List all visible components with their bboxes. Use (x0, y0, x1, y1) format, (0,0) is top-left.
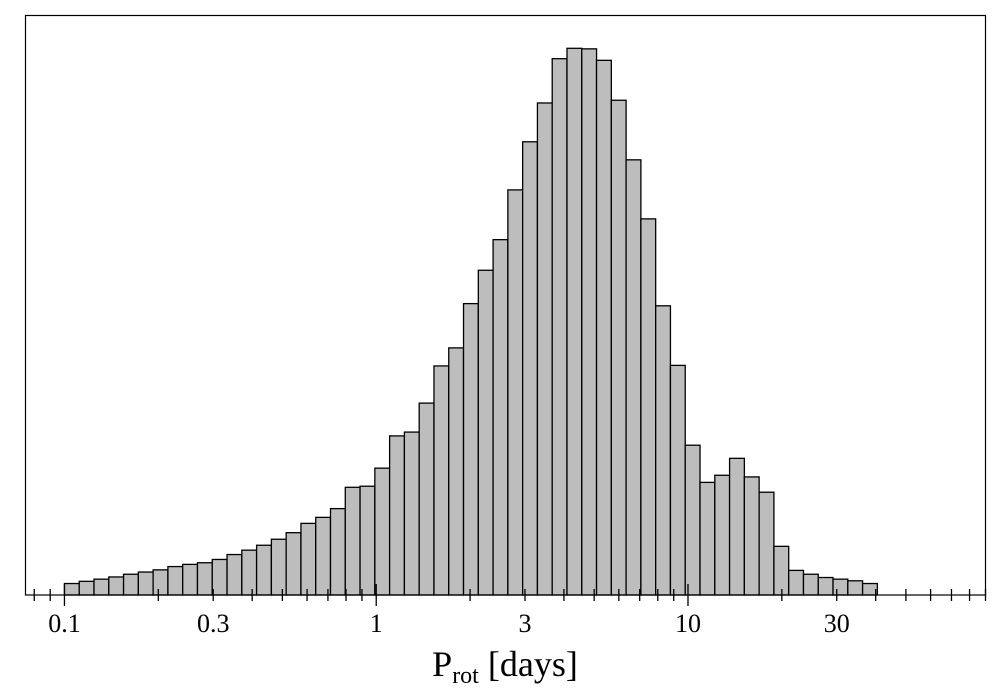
histogram-bar (610, 99, 627, 596)
histogram-bar (477, 269, 494, 596)
x-tick-label: 0.3 (197, 609, 230, 638)
histogram-bar (182, 563, 199, 596)
histogram-bar (802, 573, 819, 596)
histogram-bar (773, 545, 790, 596)
histogram-bar (329, 507, 346, 596)
x-axis-label: Prot [days] (432, 644, 578, 689)
x-tick-label: 10 (675, 609, 701, 638)
histogram-bar (108, 576, 125, 596)
x-axis-label-main: P (432, 644, 452, 684)
histogram-bar (462, 302, 479, 596)
histogram-bar (388, 435, 406, 596)
histogram-bar (344, 486, 361, 596)
histogram-bar (403, 431, 420, 596)
histogram-bar (581, 48, 598, 596)
histogram-bar (241, 549, 258, 596)
x-axis-label-suffix: [days] (479, 644, 578, 684)
histogram-bar (714, 474, 731, 596)
histogram-bar (255, 544, 273, 596)
histogram-bar (359, 485, 376, 596)
x-tick-label: 1 (370, 609, 383, 638)
histogram-bar (492, 238, 509, 596)
histogram-bar (196, 562, 213, 596)
histogram-bar (78, 580, 95, 596)
histogram-bar (300, 522, 317, 596)
histogram-bars (63, 47, 879, 596)
histogram-bar (433, 365, 450, 596)
histogram-bar (167, 565, 184, 596)
histogram-bar (669, 364, 686, 596)
histogram-bar (418, 402, 435, 596)
histogram-bar (832, 578, 849, 596)
histogram-bar (684, 444, 701, 596)
histogram-bar (270, 538, 287, 596)
x-axis-ticks (33, 584, 987, 606)
plot-frame (24, 14, 987, 596)
histogram-bar (817, 576, 834, 596)
x-tick-label: 3 (518, 609, 531, 638)
histogram-bar (655, 305, 672, 596)
histogram-bar (226, 553, 243, 596)
histogram-bar (728, 457, 746, 596)
x-tick-label: 30 (824, 609, 850, 638)
histogram-bar (63, 582, 80, 596)
histogram-bar (595, 59, 612, 596)
histogram-bar (507, 189, 524, 596)
histogram-bar (640, 218, 657, 596)
histogram-bar (536, 102, 553, 596)
histogram-bar (743, 476, 760, 596)
x-axis-tick-labels: 0.1 0.3 1 3 10 30 (48, 609, 850, 638)
histogram-bar (847, 580, 864, 596)
histogram-bar (788, 569, 805, 596)
histogram-bar (551, 58, 568, 596)
x-axis-label-subscript: rot (452, 663, 479, 689)
histogram-bar (211, 558, 228, 596)
histogram-bar (315, 516, 332, 596)
histogram-bar (137, 571, 154, 596)
x-tick-label: 0.1 (48, 609, 81, 638)
histogram-bar (93, 578, 110, 596)
histogram-bar (285, 532, 302, 596)
histogram-bar (152, 569, 169, 596)
histogram-bar (374, 467, 391, 596)
histogram-bar (448, 347, 465, 596)
histogram-bar (566, 47, 583, 596)
histogram-bar (758, 491, 775, 596)
histogram-bar (122, 573, 139, 596)
histogram-bar (522, 141, 539, 596)
histogram-bar (699, 481, 716, 596)
histogram-bar (625, 159, 642, 596)
